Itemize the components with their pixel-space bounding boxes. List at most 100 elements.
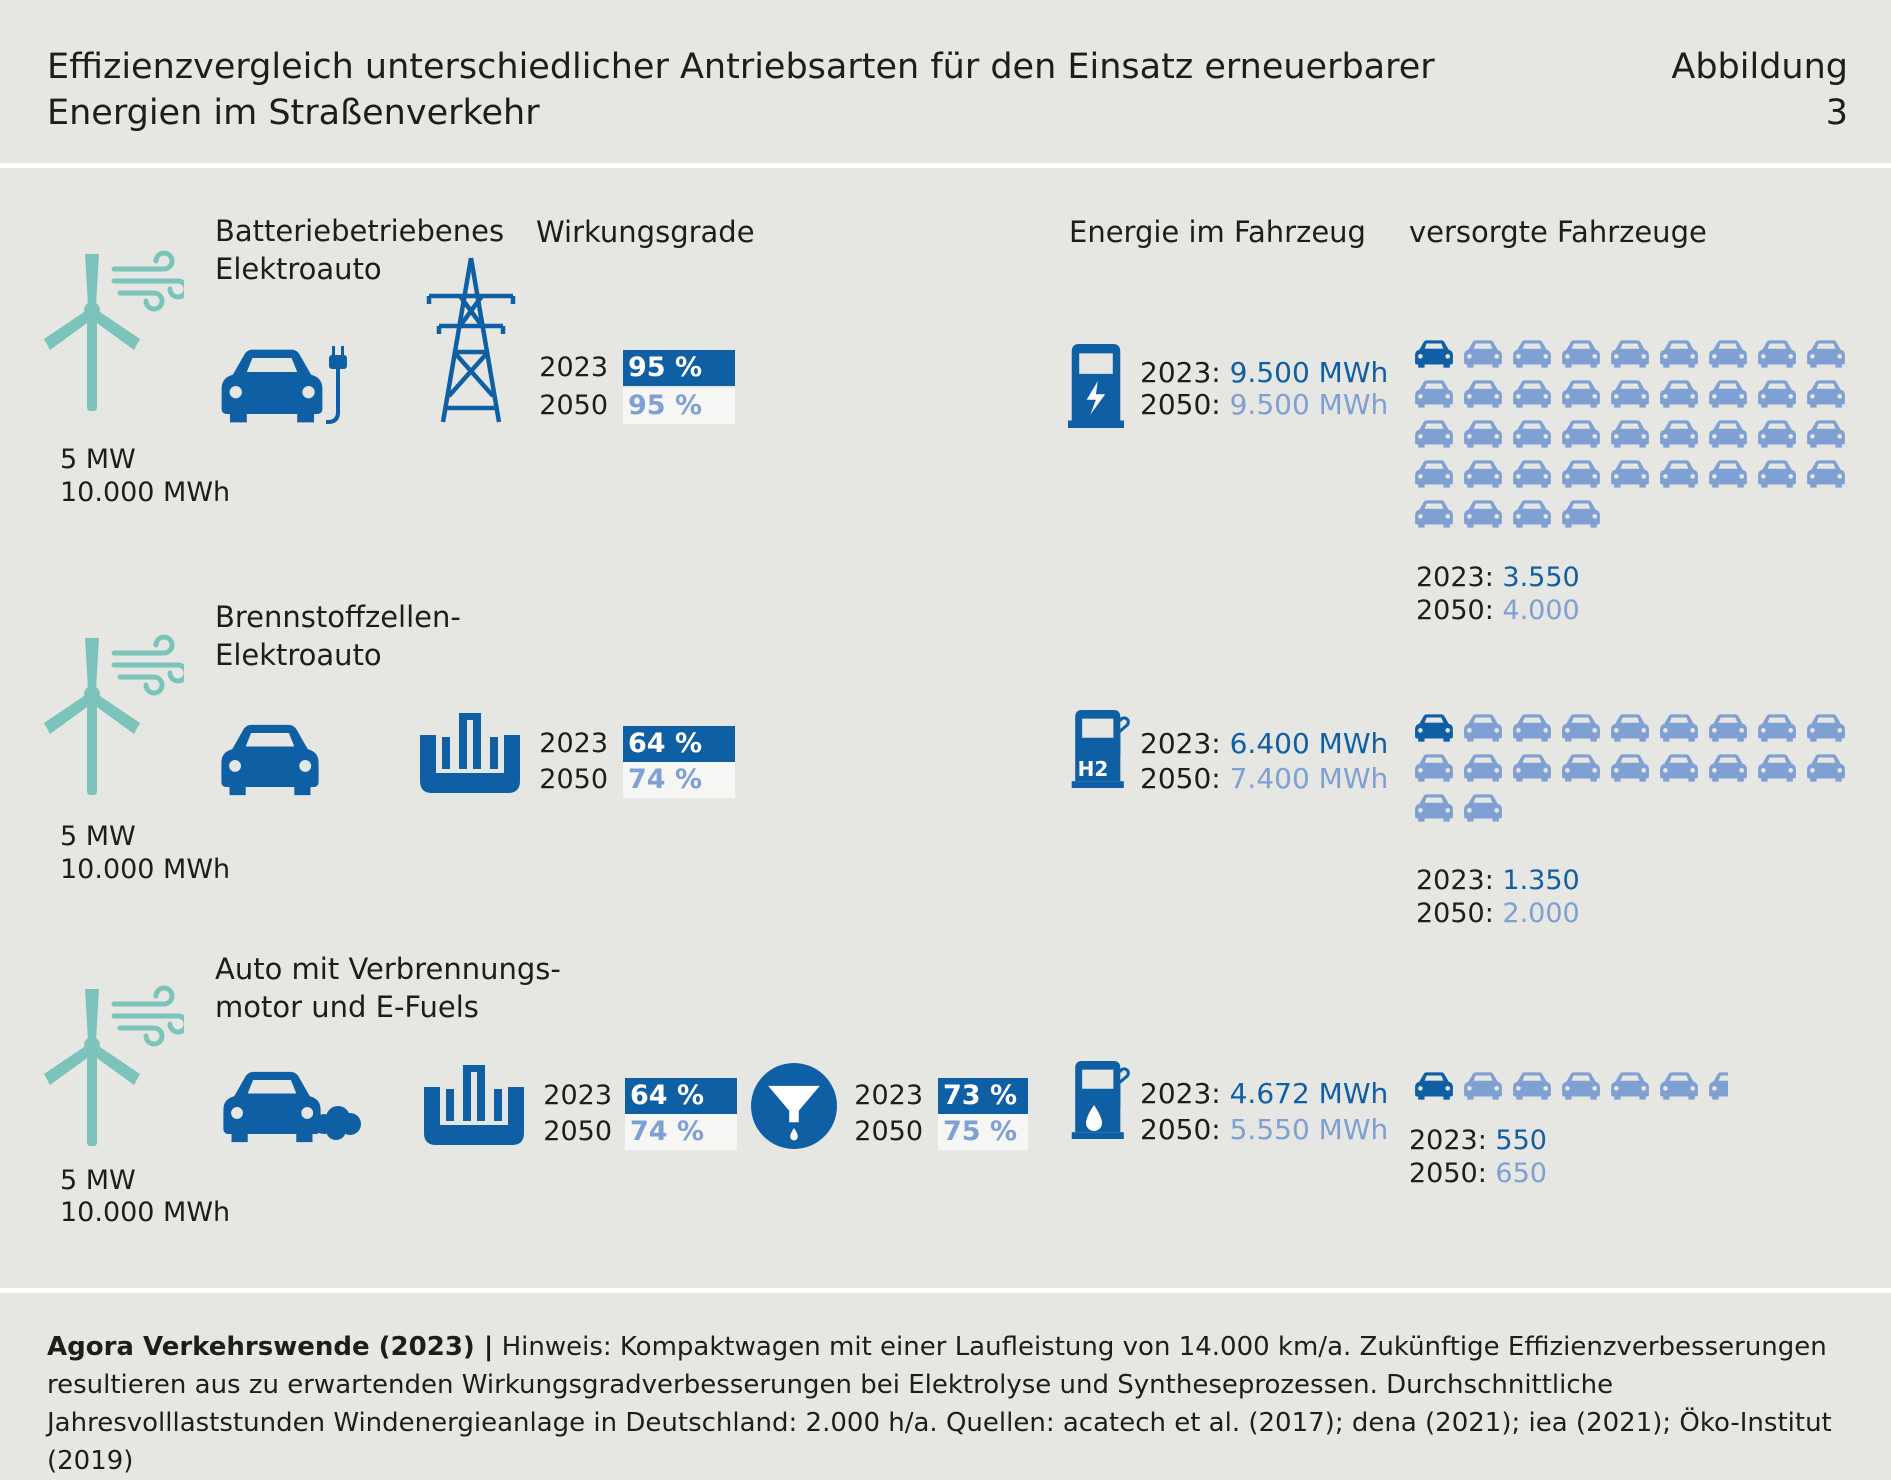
vehicle-icon [1415,380,1453,408]
vehicle-icon [1562,420,1600,448]
electric-car-icon [216,346,328,426]
charging-plug-icon [326,346,350,426]
vehicle-icon [1415,1072,1453,1100]
vehicles-2050-value: 2.000 [1502,898,1580,929]
vehicle-icon [1758,714,1796,742]
combustion-car-icon [218,1067,326,1147]
vehicle-icon [1611,1072,1649,1100]
vehicles-2023: 2023: 3.550 [1416,562,1580,593]
vehicle-icon [1562,714,1600,742]
vehicle-icon [1807,340,1845,368]
vehicle-icon [1709,460,1747,488]
vehicle-icon [1758,340,1796,368]
vehicle-icon [1464,754,1502,782]
wind-turbine-icon [44,985,184,1153]
vehicle-icon [1660,1072,1698,1100]
vehicles-2050-value: 4.000 [1502,595,1580,626]
energy-2050: 2050: 7.400 MWh [1140,762,1389,795]
vehicle-icon [1611,420,1649,448]
vehicle-icon [1513,754,1551,782]
efficiency-year-2050: 2050 [539,764,608,795]
vehicle-icon [1415,794,1453,822]
hydrogen-station-icon: H2 [1068,710,1132,794]
fuel-station-icon [1068,1061,1132,1145]
synthesis-2050-value: 75 % [938,1114,1028,1150]
vehicle-icon [1709,1072,1728,1100]
vehicle-icon [1807,754,1845,782]
efficiency-2023-value: 64 % [625,1078,737,1114]
wind-turbine-icon [44,250,184,418]
vehicle-icon [1415,500,1453,528]
vehicle-icon [1562,500,1600,528]
energy-2023-value: 6.400 MWh [1229,727,1389,760]
vehicle-icon [1513,460,1551,488]
vehicles-2023: 2023: 550 [1409,1125,1547,1156]
header-divider [0,163,1891,168]
efficiency-year-2023: 2023 [539,728,608,759]
vehicle-icon [1513,420,1551,448]
synthesis-year-2023: 2023 [854,1080,923,1111]
vehicle-icon [1415,754,1453,782]
vehicle-icon-grid [1413,340,1854,544]
vehicle-icon [1562,754,1600,782]
vehicle-icon [1709,420,1747,448]
source-author: Agora Verkehrswende (2023) | [47,1332,494,1362]
vehicle-icon-grid-svg [1415,340,1845,528]
column-head-vehicles-supplied: versorgte Fahrzeuge [1409,215,1707,249]
vehicle-icon [1513,1072,1551,1100]
vehicle-icon-grid [1413,714,1854,838]
energy-2023: 2023: 4.672 MWh [1140,1077,1389,1110]
vehicles-2023: 2023: 1.350 [1416,865,1580,896]
turbine-power: 5 MW [60,1165,136,1196]
vehicle-icon [1709,380,1747,408]
vehicle-icon [1464,500,1502,528]
vehicle-icon [1807,380,1845,408]
vehicle-icon [1562,340,1600,368]
vehicles-2050: 2050: 2.000 [1416,898,1580,929]
vehicles-2023-value: 1.350 [1502,865,1580,896]
energy-2023-value: 9.500 MWh [1229,356,1389,389]
synthesis-2023-value: 73 % [938,1078,1028,1114]
car-icon [216,720,324,800]
turbine-power: 5 MW [60,821,136,852]
vehicle-icon [1415,340,1453,368]
vehicle-icon [1415,460,1453,488]
efficiency-year-2023: 2023 [543,1080,612,1111]
vehicle-icon [1611,380,1649,408]
vehicle-icon [1758,380,1796,408]
svg-text:H2: H2 [1078,757,1109,781]
efficiency-2050-value: 74 % [623,762,735,798]
column-head-vehicle-energy: Energie im Fahrzeug [1069,215,1366,249]
vehicle-icon [1758,460,1796,488]
vehicles-2023-value: 550 [1495,1125,1547,1156]
wind-turbine-icon [44,634,184,802]
figure-label: Abbildung 3 [1671,47,1848,133]
turbine-power: 5 MW [60,444,136,475]
turbine-energy: 10.000 MWh [60,854,231,885]
drive-title: Auto mit Verbrennungs-motor und E-Fuels [215,952,561,1024]
electrolyser-icon [424,1064,524,1146]
efficiency-year-2023: 2023 [539,352,608,383]
vehicle-icon [1660,460,1698,488]
vehicle-icon [1807,420,1845,448]
vehicle-icon [1464,380,1502,408]
vehicle-icon [1660,340,1698,368]
vehicle-icon [1709,340,1747,368]
source-note: Agora Verkehrswende (2023) | Hinweis: Ko… [47,1328,1847,1480]
vehicle-icon [1660,714,1698,742]
vehicle-icon [1562,460,1600,488]
vehicle-icon [1562,380,1600,408]
vehicle-icon [1464,794,1502,822]
vehicle-icon [1513,340,1551,368]
footer-divider [0,1288,1891,1293]
vehicle-icon [1709,754,1747,782]
vehicle-icon [1660,420,1698,448]
vehicles-2050: 2050: 650 [1409,1158,1547,1189]
vehicle-icon [1807,714,1845,742]
vehicle-icon [1415,714,1453,742]
efficiency-2023-value: 95 % [623,350,735,386]
column-head-efficiency: Wirkungsgrade [536,215,755,249]
efficiency-year-2050: 2050 [539,390,608,421]
vehicle-icon-grid-svg [1415,714,1845,822]
